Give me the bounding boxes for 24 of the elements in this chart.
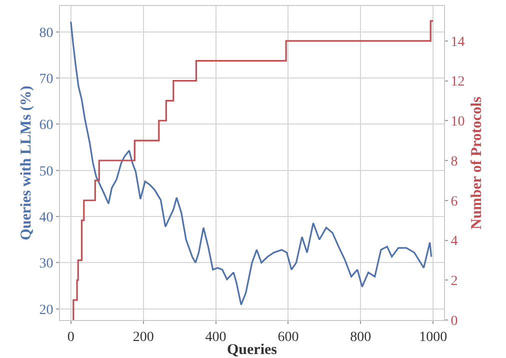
y-tick-label: 30 — [39, 256, 54, 272]
y2-tick-label: 2 — [450, 274, 458, 290]
y-tick-label: 50 — [39, 164, 54, 180]
y2-tick-label: 4 — [450, 234, 458, 250]
x-tick-label: 0 — [67, 330, 74, 345]
y-tick-label: 70 — [39, 72, 54, 87]
y2-tick-label: 14 — [450, 34, 465, 50]
x-tick-label: 800 — [350, 330, 372, 345]
y2-axis-title: Number of Protocols — [468, 96, 485, 230]
y-tick-label: 40 — [39, 210, 54, 226]
y-tick-label: 80 — [39, 26, 54, 41]
y-tick-label: 60 — [39, 118, 54, 134]
y2-tick-label: 8 — [450, 154, 458, 170]
y2-tick-label: 6 — [450, 194, 458, 210]
y-axis-title: Queries with LLMs (%) — [18, 86, 34, 240]
x-tick-label: 400 — [205, 330, 226, 345]
y2-tick-label: 12 — [450, 74, 465, 90]
x-tick-label: 600 — [278, 330, 299, 345]
x-tick-label: 1000 — [419, 330, 448, 345]
y-tick-label: 20 — [39, 302, 54, 318]
x-tick-label: 200 — [132, 330, 154, 345]
x-axis-title: Queries — [227, 342, 278, 358]
y2-tick-label: 10 — [450, 114, 465, 130]
y2-tick-label: 0 — [450, 314, 458, 329]
